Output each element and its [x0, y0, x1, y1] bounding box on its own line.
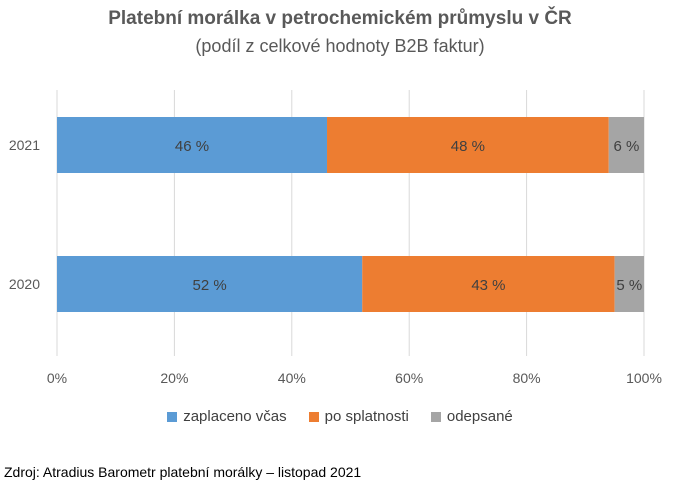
data-label: 6 %	[613, 138, 639, 155]
x-tick-label: 100%	[626, 370, 662, 386]
chart-title: Platební morálka v petrochemickém průmys…	[108, 8, 572, 29]
category-label: 2020	[9, 276, 40, 292]
legend-item-odepsane: odepsané	[430, 408, 513, 425]
data-label: 52 %	[193, 277, 227, 294]
source-note: Zdroj: Atradius Barometr platební morálk…	[4, 464, 362, 480]
bar-segment	[57, 117, 328, 173]
data-label: 43 %	[471, 277, 505, 294]
data-label: 5 %	[616, 277, 642, 294]
legend-item-zaplaceno: zaplaceno včas	[167, 408, 287, 425]
data-label: 48 %	[451, 138, 485, 155]
x-tick-label: 20%	[160, 370, 188, 386]
bar-segment	[608, 117, 644, 173]
chart-subtitle: (podíl z celkové hodnoty B2B faktur)	[195, 36, 485, 56]
x-tick-label: 0%	[47, 370, 67, 386]
bar-segment	[327, 117, 609, 173]
x-tick-label: 40%	[278, 370, 306, 386]
bar-segment	[614, 256, 644, 312]
category-label: 2021	[9, 137, 40, 153]
x-tick-label: 80%	[513, 370, 541, 386]
legend: zaplaceno včas po splatnosti odepsané	[0, 408, 680, 425]
legend-label-po-splatnosti: po splatnosti	[324, 408, 409, 425]
legend-label-odepsane: odepsané	[446, 408, 513, 425]
bar-segment	[57, 256, 363, 312]
legend-swatch-po-splatnosti	[308, 411, 319, 422]
data-label: 46 %	[175, 138, 209, 155]
legend-swatch-odepsane	[430, 411, 441, 422]
legend-label-zaplaceno: zaplaceno včas	[183, 408, 287, 425]
bar-segment	[362, 256, 615, 312]
legend-item-po-splatnosti: po splatnosti	[308, 408, 409, 425]
legend-swatch-zaplaceno	[167, 411, 178, 422]
plot-area: 0% 20% 40% 60% 80% 100% 2021 46 % 48 % 6 % 2020 52 …	[9, 90, 662, 386]
x-tick-label: 60%	[395, 370, 423, 386]
